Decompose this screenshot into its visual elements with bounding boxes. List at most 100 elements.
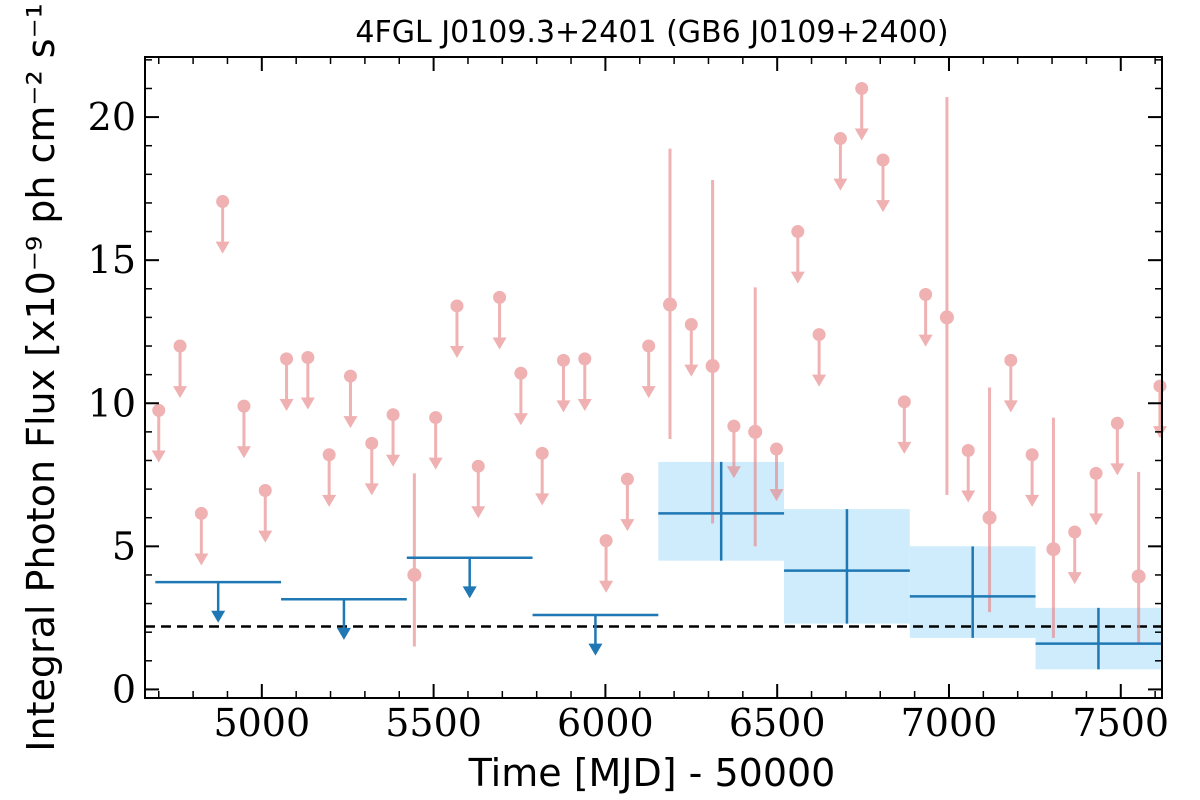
data-marker	[919, 288, 933, 302]
bin-point	[155, 580, 282, 623]
data-point	[769, 442, 784, 502]
data-marker	[386, 408, 400, 422]
data-point	[449, 299, 464, 359]
data-point	[833, 132, 848, 191]
data-point	[961, 443, 976, 503]
bin-point	[532, 613, 659, 656]
upper-limit-arrow	[513, 413, 528, 426]
upper-limit-arrow	[641, 386, 656, 399]
data-marker	[876, 153, 890, 167]
long-bin-points	[155, 461, 1162, 670]
upper-limit-arrow	[300, 397, 315, 410]
data-point	[1025, 448, 1040, 507]
data-point	[151, 403, 166, 463]
data-marker	[1110, 416, 1124, 430]
data-point	[918, 288, 933, 347]
data-point	[492, 290, 507, 350]
upper-limit-arrow	[151, 450, 166, 463]
upper-limit-arrow	[726, 466, 741, 479]
data-point	[471, 459, 486, 519]
data-point	[322, 448, 337, 507]
data-point	[790, 225, 805, 284]
x-axis-label: Time [MJD] - 50000	[468, 751, 836, 795]
data-point	[428, 411, 443, 470]
data-marker	[237, 399, 251, 413]
data-marker	[1089, 466, 1103, 480]
data-point	[279, 352, 294, 411]
data-marker	[1131, 569, 1146, 584]
plot-frame	[144, 56, 1163, 699]
bin-point	[909, 546, 1036, 638]
data-point	[1131, 471, 1146, 644]
bin-point	[1035, 607, 1162, 670]
upper-limit-arrow	[1110, 463, 1125, 476]
upper-limit-arrow	[854, 128, 869, 141]
upper-limit-arrow	[449, 346, 464, 359]
data-point	[812, 328, 827, 387]
data-marker	[1004, 353, 1018, 367]
upper-limit-arrow	[173, 386, 188, 399]
upper-limit-arrow	[556, 400, 571, 413]
upper-limit-arrow	[492, 337, 507, 350]
upper-limit-arrow	[471, 506, 486, 519]
data-marker	[833, 132, 847, 146]
upper-limit-arrow	[812, 374, 827, 387]
data-point	[1089, 466, 1104, 526]
bin-point	[406, 556, 533, 599]
data-point	[1110, 416, 1125, 476]
upper-limit-arrow	[258, 530, 273, 543]
data-marker	[322, 448, 336, 462]
data-marker	[471, 459, 485, 473]
data-marker	[514, 366, 528, 380]
data-point	[726, 419, 741, 479]
upper-limit-arrow	[215, 241, 230, 254]
upper-limit-arrow	[790, 271, 805, 284]
data-point	[939, 97, 954, 495]
uncertainty-bands	[658, 461, 1162, 670]
data-marker	[535, 446, 549, 460]
data-point	[876, 153, 891, 213]
data-point	[258, 484, 273, 543]
chart-title: 4FGL J0109.3+2401 (GB6 J0109+2400)	[355, 15, 948, 50]
data-marker	[770, 442, 784, 456]
data-point	[705, 180, 720, 524]
data-marker	[407, 567, 422, 582]
data-marker	[684, 318, 698, 332]
upper-limit-arrow	[876, 200, 891, 213]
data-marker	[791, 225, 805, 239]
data-point	[662, 148, 677, 440]
data-marker	[620, 472, 634, 486]
data-marker	[727, 419, 741, 433]
data-point	[854, 81, 869, 141]
data-marker	[662, 297, 677, 312]
data-point	[577, 352, 592, 411]
data-point	[173, 339, 188, 399]
data-point	[407, 473, 422, 647]
data-point	[897, 395, 912, 454]
data-point	[236, 399, 251, 459]
upper-limit-arrow	[897, 441, 912, 454]
upper-limit-arrow	[684, 364, 699, 377]
upper-limit-arrow	[535, 493, 550, 506]
upper-limit-arrow	[236, 446, 251, 459]
axis-ticks: 5000 5500 6000 6500 7000 7500 0 5 10 15 20	[88, 57, 1169, 745]
data-point	[1003, 353, 1018, 413]
data-marker	[1046, 542, 1061, 557]
x-tick-label: 5000	[213, 701, 310, 745]
data-marker	[343, 369, 357, 383]
upper-limit-arrow	[833, 178, 848, 191]
upper-limit-arrow	[1003, 400, 1018, 413]
data-marker	[748, 424, 763, 439]
data-marker	[642, 339, 656, 353]
data-marker	[855, 81, 869, 95]
y-tick-label: 20	[88, 95, 136, 139]
data-marker	[216, 195, 230, 209]
upper-limit-arrow	[462, 586, 477, 599]
upper-limit-arrow	[386, 454, 401, 467]
data-marker	[705, 359, 720, 374]
data-marker	[493, 290, 507, 304]
data-marker	[939, 310, 954, 325]
data-point	[1046, 417, 1061, 638]
data-point	[599, 534, 614, 593]
data-marker	[194, 506, 208, 520]
